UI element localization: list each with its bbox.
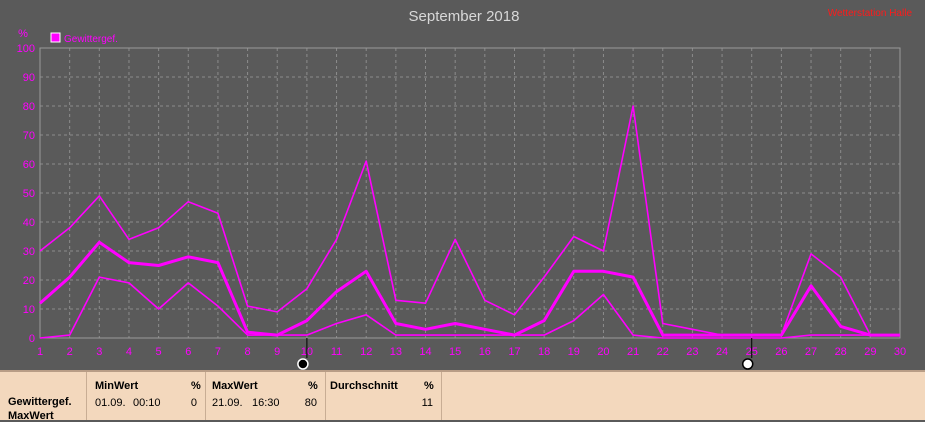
chart: September 2018 Wetterstation Halle % Gew… [17,8,913,370]
watermark-text: Wetterstation Halle [828,8,913,19]
legend-swatch [50,32,61,43]
y-tick-label: 100 [17,43,35,55]
max-header: MaxWert [212,380,258,392]
y-tick-label: 80 [23,101,35,113]
x-tick-label: 21 [627,346,639,358]
plot-frame [39,47,901,339]
x-tick-label: 27 [805,346,817,358]
x-tick-label: 12 [360,346,372,358]
x-tick-label: 2 [67,346,73,358]
y-tick-label: 20 [23,275,35,287]
stats-parameter-sublabel: MaxWert [8,410,54,422]
y-tick-label: 10 [23,304,35,316]
x-tick-label: 29 [864,346,876,358]
x-tick-label: 15 [449,346,461,358]
y-tick-label: 60 [23,159,35,171]
min-value: 0 [190,397,197,409]
min-unit: % [191,380,201,392]
max-date: 21.09. [212,397,243,409]
full-moon-icon [741,358,754,370]
avg-unit: % [424,380,434,392]
x-tick-label: 23 [686,346,698,358]
legend-label: Gewittergef. [64,34,118,45]
avg-value: 11 [421,397,433,409]
stats-avg-column: Durchschnitt % 11 [326,372,442,420]
stats-panel: Gewittergef. MaxWert MinWert % 01.09. 00… [0,370,925,422]
x-tick-label: 1 [37,346,43,358]
stats-parameter-label: Gewittergef. [8,396,72,408]
y-tick-label: 40 [23,217,35,229]
avg-header: Durchschnitt [330,380,398,392]
x-tick-label: 7 [215,346,221,358]
y-tick-label: 30 [23,246,35,258]
x-tick-label: 18 [538,346,550,358]
x-tick-label: 30 [894,346,906,358]
x-tick-label: 28 [835,346,847,358]
y-tick-label: 0 [29,333,35,345]
max-value: 80 [304,397,317,409]
stats-min-column: MinWert % 01.09. 00:10 0 [86,372,206,420]
y-tick-label: 50 [23,188,35,200]
y-tick-label: 70 [23,130,35,142]
x-tick-label: 9 [274,346,280,358]
x-tick-label: 22 [657,346,669,358]
min-time: 00:10 [133,397,161,409]
x-tick-label: 8 [245,346,251,358]
x-tick-label: 19 [568,346,580,358]
x-tick-label: 17 [508,346,520,358]
stats-max-column: MaxWert % 21.09. 16:30 80 [206,372,326,420]
min-date: 01.09. [95,397,126,409]
x-tick-label: 20 [597,346,609,358]
x-tick-label: 14 [419,346,431,358]
min-header: MinWert [95,380,139,392]
new-moon-icon [297,358,309,370]
x-tick-label: 16 [479,346,491,358]
max-unit: % [308,380,318,392]
series-line-min [39,276,900,339]
x-tick-label: 11 [331,346,342,358]
x-tick-label: 4 [126,346,132,358]
y-tick-label: 90 [23,72,35,84]
x-tick-label: 5 [156,346,162,358]
x-tick-label: 6 [185,346,191,358]
x-tick-label: 24 [716,346,728,358]
x-tick-label: 26 [775,346,787,358]
chart-title: September 2018 [409,8,520,25]
max-time: 16:30 [252,397,280,409]
x-tick-label: 13 [390,346,402,358]
y-axis-unit: % [18,28,28,40]
series-line-avg [39,240,900,337]
x-tick-label: 3 [96,346,102,358]
